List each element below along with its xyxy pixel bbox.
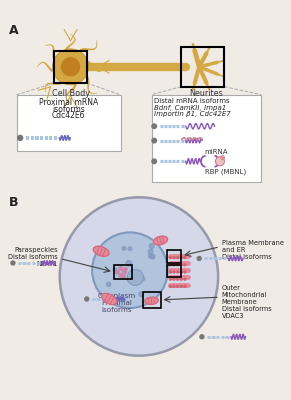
Circle shape: [85, 297, 89, 301]
Text: isoforms: isoforms: [52, 105, 85, 114]
Text: Neurites: Neurites: [189, 89, 223, 98]
Circle shape: [169, 278, 171, 280]
Circle shape: [173, 257, 175, 258]
Circle shape: [119, 266, 123, 270]
Circle shape: [197, 256, 201, 260]
Text: miRNA: miRNA: [205, 149, 228, 155]
Polygon shape: [93, 246, 109, 256]
Circle shape: [152, 138, 157, 143]
Text: B: B: [9, 196, 19, 210]
Circle shape: [184, 271, 186, 273]
Circle shape: [180, 285, 182, 287]
Text: Importin β1, Cdc42E7: Importin β1, Cdc42E7: [154, 111, 231, 117]
Text: Cell Body: Cell Body: [52, 89, 90, 98]
Polygon shape: [145, 297, 158, 304]
Circle shape: [18, 135, 23, 140]
Circle shape: [127, 276, 133, 282]
Circle shape: [53, 49, 88, 85]
Circle shape: [122, 246, 126, 250]
Text: Cytoplasm
Proximal
isoforms: Cytoplasm Proximal isoforms: [97, 293, 136, 313]
Circle shape: [115, 270, 119, 274]
Circle shape: [92, 232, 168, 308]
Text: Distal mRNA isoforms: Distal mRNA isoforms: [154, 98, 230, 104]
Circle shape: [148, 250, 153, 254]
Circle shape: [215, 157, 224, 166]
Circle shape: [184, 285, 186, 287]
Circle shape: [173, 285, 175, 287]
Circle shape: [152, 124, 157, 128]
Circle shape: [177, 264, 179, 266]
Circle shape: [177, 271, 179, 273]
Polygon shape: [102, 293, 117, 305]
Circle shape: [221, 156, 224, 160]
Text: Proximal mRNA: Proximal mRNA: [39, 98, 98, 107]
Circle shape: [128, 247, 132, 250]
Circle shape: [184, 278, 186, 280]
Text: Plasma Membrane
and ER
Distal isoforms: Plasma Membrane and ER Distal isoforms: [222, 240, 284, 260]
Text: A: A: [9, 24, 19, 37]
Circle shape: [127, 269, 143, 286]
Circle shape: [123, 270, 127, 274]
Circle shape: [152, 159, 157, 164]
Polygon shape: [153, 236, 168, 245]
Circle shape: [61, 58, 79, 76]
Circle shape: [60, 197, 218, 356]
Circle shape: [180, 264, 182, 266]
Circle shape: [126, 260, 132, 266]
Circle shape: [107, 282, 111, 286]
Circle shape: [177, 257, 179, 258]
Circle shape: [169, 271, 171, 273]
Circle shape: [180, 271, 182, 273]
Circle shape: [113, 268, 117, 272]
Text: Outer
Mitochondrial
Membrane
Distal isoforms
VDAC3: Outer Mitochondrial Membrane Distal isof…: [222, 286, 272, 320]
Circle shape: [180, 278, 182, 280]
Circle shape: [177, 278, 179, 280]
Circle shape: [124, 268, 127, 271]
Circle shape: [169, 285, 171, 287]
Text: Paraspeckles
Distal isoforms
NEAT1: Paraspeckles Distal isoforms NEAT1: [8, 247, 58, 267]
Circle shape: [184, 257, 186, 258]
Text: RBP (MBNL): RBP (MBNL): [205, 168, 246, 175]
Circle shape: [148, 254, 153, 258]
Circle shape: [173, 271, 175, 273]
FancyBboxPatch shape: [152, 95, 261, 182]
Circle shape: [140, 276, 145, 281]
Circle shape: [119, 274, 123, 277]
Circle shape: [169, 257, 171, 258]
Circle shape: [180, 257, 182, 258]
Circle shape: [139, 292, 143, 296]
Circle shape: [11, 261, 15, 265]
FancyBboxPatch shape: [17, 95, 121, 150]
Circle shape: [169, 264, 171, 266]
Circle shape: [173, 264, 175, 266]
Circle shape: [150, 254, 155, 259]
Circle shape: [173, 278, 175, 280]
Circle shape: [122, 275, 125, 278]
Text: Cdc42E6: Cdc42E6: [52, 111, 86, 120]
Circle shape: [149, 244, 154, 249]
Circle shape: [200, 335, 204, 339]
Text: Bdnf, CamKII, Impa1: Bdnf, CamKII, Impa1: [154, 105, 226, 111]
Circle shape: [177, 285, 179, 287]
Circle shape: [184, 264, 186, 266]
